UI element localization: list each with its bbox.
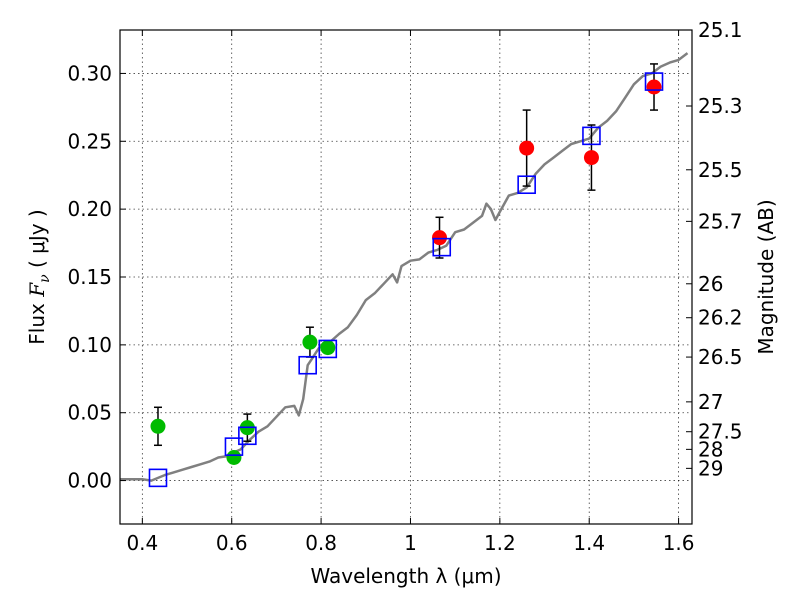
y-axis-label: Flux Fν ( μJy ) xyxy=(25,209,53,344)
mag-tick-label: 27.5 xyxy=(698,420,743,444)
y-tick-label: 0.15 xyxy=(67,265,112,289)
x-axis-label: Wavelength λ (μm) xyxy=(310,564,501,588)
mag-tick-label: 26.2 xyxy=(698,306,743,330)
mag-tick-label: 27 xyxy=(698,390,723,414)
y-tick-label: 0.05 xyxy=(67,401,112,425)
green-data-point xyxy=(302,334,318,350)
mag-tick-label: 25.7 xyxy=(698,209,743,233)
y-tick-label: 0.25 xyxy=(67,129,112,153)
model-square-point xyxy=(517,175,536,195)
mag-tick-label: 28 xyxy=(698,437,723,461)
y-tick-label: 0.30 xyxy=(67,61,112,85)
model-square-point xyxy=(148,468,168,488)
axis-ticks: 0.4 0.6 0.8 1 1.2 1.4 1.6 0.00 0.05 0.10 0.15 0.20 0… xyxy=(67,18,742,555)
green-data-point xyxy=(150,418,166,434)
x-tick-label: 1 xyxy=(404,531,417,555)
model-square-point xyxy=(224,437,244,456)
x-tick-label: 0.6 xyxy=(216,531,248,555)
mag-tick-label: 26 xyxy=(698,272,723,296)
model-square-point xyxy=(238,426,257,446)
x-tick-label: 1.4 xyxy=(573,531,605,555)
red-data-point xyxy=(432,230,448,246)
red-data-point xyxy=(646,79,662,95)
red-data-point xyxy=(583,150,599,166)
red-data-point xyxy=(519,140,535,156)
mag-tick-label: 25.3 xyxy=(698,94,743,118)
grid-lines xyxy=(120,30,692,524)
x-tick-label: 0.8 xyxy=(305,531,337,555)
mag-tick-label: 26.5 xyxy=(698,345,743,369)
y2-axis-label: Magnitude (AB) xyxy=(754,199,778,354)
plot-area xyxy=(120,52,689,488)
mag-tick-label: 25.5 xyxy=(698,158,743,182)
model-square-point xyxy=(644,72,664,91)
model-spectrum-line xyxy=(120,52,689,482)
model-square-point xyxy=(318,339,338,359)
mag-tick-label: 25.1 xyxy=(698,18,743,42)
x-tick-label: 1.2 xyxy=(484,531,516,555)
model-square-point xyxy=(582,126,601,146)
y-tick-label: 0.00 xyxy=(67,469,112,493)
x-tick-label: 1.6 xyxy=(663,531,695,555)
mag-tick-label: 29 xyxy=(698,456,723,480)
y-tick-label: 0.10 xyxy=(67,333,112,357)
y-tick-label: 0.20 xyxy=(67,197,112,221)
x-tick-label: 0.4 xyxy=(126,531,158,555)
model-square-point xyxy=(298,355,317,375)
green-data-point xyxy=(320,340,336,356)
green-data-point xyxy=(226,450,242,465)
model-square-point xyxy=(432,237,452,257)
